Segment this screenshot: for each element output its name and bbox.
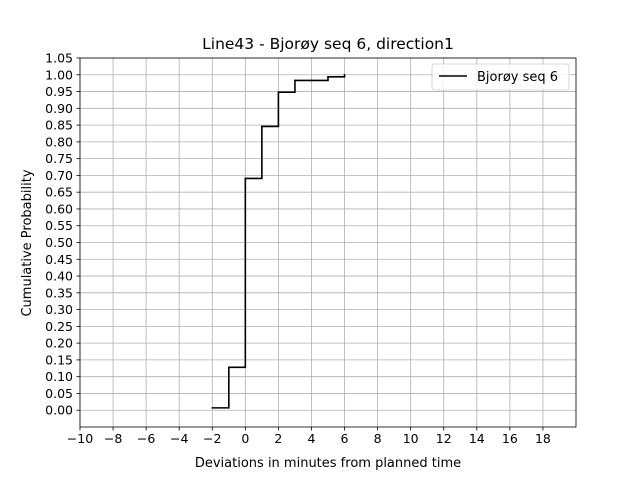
y-tick-label: 1.05: [45, 51, 73, 66]
y-tick-label: 0.05: [45, 386, 73, 401]
ticks: −10 −8 −6 −4 −2 0 2 4 6 8 10 12 14 16 18 0.00 0.05 0.10 0.…: [45, 51, 551, 447]
y-tick-label: 0.30: [45, 302, 73, 317]
legend-box: [431, 63, 570, 91]
x-tick-label: 8: [374, 431, 382, 446]
cdf-point: [343, 73, 346, 76]
legend: Bjorøy seq 6: [431, 63, 570, 91]
cdf-point: [261, 125, 263, 128]
x-tick-label: −10: [67, 431, 93, 446]
x-axis-label: Deviations in minutes from planned time: [195, 456, 461, 471]
y-tick-label: 0.35: [45, 285, 73, 300]
x-tick-label: −2: [203, 431, 221, 446]
cdf-point: [244, 177, 247, 180]
y-tick-label: 0.70: [45, 168, 73, 183]
x-tick-label: 10: [403, 431, 419, 446]
x-tick-label: 18: [535, 431, 551, 446]
y-tick-label: 0.75: [45, 151, 73, 166]
x-tick-label: −8: [104, 431, 122, 446]
y-tick-label: 0.50: [45, 235, 73, 250]
y-tick-label: 0.25: [45, 319, 73, 334]
y-tick-label: 0.55: [45, 218, 73, 233]
y-tick-label: 0.80: [45, 134, 73, 149]
cdf-point: [327, 75, 329, 78]
x-tick-label: 16: [502, 431, 518, 446]
y-tick-label: 1.00: [45, 67, 73, 82]
y-tick-label: 0.10: [45, 369, 73, 384]
y-tick-label: 0.20: [45, 336, 73, 351]
cdf-point: [211, 407, 214, 409]
y-tick-label: 0.45: [45, 252, 73, 267]
cdf-point: [294, 79, 296, 82]
y-tick-label: 0.85: [45, 118, 73, 133]
x-tick-label: 2: [274, 431, 282, 446]
y-tick-label: 0.40: [45, 269, 73, 284]
y-tick-label: 0.90: [45, 101, 73, 116]
cdf-step-line: [212, 74, 346, 409]
y-tick-label: 0.60: [45, 201, 73, 216]
x-tick-label: 14: [469, 431, 485, 446]
y-tick-label: 0.65: [45, 185, 73, 200]
x-tick-label: −6: [137, 431, 155, 446]
y-tick-label: 0.00: [45, 403, 73, 418]
cdf-point: [228, 366, 230, 369]
x-tick-label: −4: [170, 431, 188, 446]
x-tick-label: 6: [341, 431, 349, 446]
series-layer: [211, 73, 346, 409]
y-tick-label: 0.15: [45, 352, 73, 367]
y-tick-label: 0.95: [45, 84, 73, 99]
cdf-point: [277, 91, 280, 94]
y-axis-label: Cumulative Probability: [20, 169, 35, 316]
x-tick-label: 4: [307, 431, 315, 446]
x-tick-label: 0: [241, 431, 249, 446]
legend-label: Bjorøy seq 6: [477, 70, 558, 85]
x-tick-label: 12: [436, 431, 452, 446]
cdf-point: [310, 79, 313, 82]
chart-title: Line43 - Bjorøy seq 6, direction1: [202, 35, 454, 53]
